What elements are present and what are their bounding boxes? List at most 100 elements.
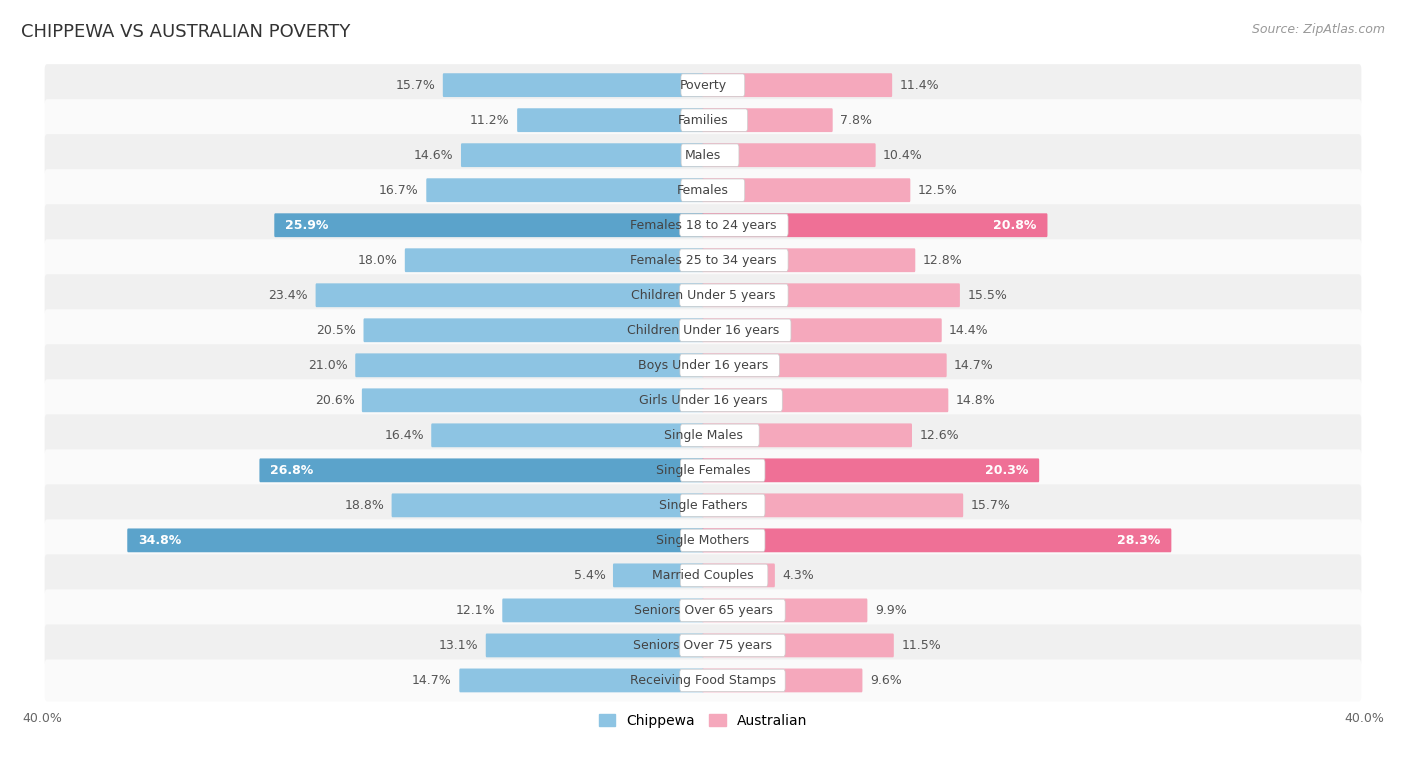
FancyBboxPatch shape bbox=[45, 134, 1361, 176]
FancyBboxPatch shape bbox=[681, 109, 748, 131]
FancyBboxPatch shape bbox=[45, 344, 1361, 387]
FancyBboxPatch shape bbox=[45, 659, 1361, 701]
Text: 13.1%: 13.1% bbox=[439, 639, 478, 652]
Text: Females 18 to 24 years: Females 18 to 24 years bbox=[630, 219, 776, 232]
Text: Married Couples: Married Couples bbox=[652, 569, 754, 582]
FancyBboxPatch shape bbox=[405, 249, 704, 272]
Text: 15.7%: 15.7% bbox=[970, 499, 1011, 512]
FancyBboxPatch shape bbox=[432, 424, 704, 447]
FancyBboxPatch shape bbox=[45, 309, 1361, 351]
FancyBboxPatch shape bbox=[315, 283, 704, 307]
FancyBboxPatch shape bbox=[702, 528, 1171, 553]
FancyBboxPatch shape bbox=[702, 599, 868, 622]
Text: 28.3%: 28.3% bbox=[1118, 534, 1160, 547]
Text: Boys Under 16 years: Boys Under 16 years bbox=[638, 359, 768, 371]
Text: Families: Families bbox=[678, 114, 728, 127]
FancyBboxPatch shape bbox=[681, 74, 745, 96]
FancyBboxPatch shape bbox=[681, 459, 765, 481]
FancyBboxPatch shape bbox=[681, 424, 759, 446]
FancyBboxPatch shape bbox=[502, 599, 704, 622]
Text: Children Under 16 years: Children Under 16 years bbox=[627, 324, 779, 337]
Text: Source: ZipAtlas.com: Source: ZipAtlas.com bbox=[1251, 23, 1385, 36]
FancyBboxPatch shape bbox=[517, 108, 704, 132]
Text: 26.8%: 26.8% bbox=[270, 464, 314, 477]
Text: 7.8%: 7.8% bbox=[841, 114, 872, 127]
Text: 18.0%: 18.0% bbox=[357, 254, 398, 267]
Text: Seniors Over 75 years: Seniors Over 75 years bbox=[634, 639, 772, 652]
Text: 14.4%: 14.4% bbox=[949, 324, 988, 337]
Text: 9.6%: 9.6% bbox=[870, 674, 901, 687]
FancyBboxPatch shape bbox=[45, 519, 1361, 562]
FancyBboxPatch shape bbox=[45, 415, 1361, 456]
FancyBboxPatch shape bbox=[702, 634, 894, 657]
Text: 14.7%: 14.7% bbox=[955, 359, 994, 371]
Text: Single Mothers: Single Mothers bbox=[657, 534, 749, 547]
FancyBboxPatch shape bbox=[45, 554, 1361, 597]
FancyBboxPatch shape bbox=[702, 143, 876, 167]
FancyBboxPatch shape bbox=[679, 284, 789, 306]
FancyBboxPatch shape bbox=[392, 493, 704, 517]
Text: 5.4%: 5.4% bbox=[574, 569, 606, 582]
Text: 15.7%: 15.7% bbox=[395, 79, 436, 92]
Text: 12.8%: 12.8% bbox=[922, 254, 963, 267]
Text: 25.9%: 25.9% bbox=[285, 219, 329, 232]
Text: Poverty: Poverty bbox=[679, 79, 727, 92]
FancyBboxPatch shape bbox=[460, 669, 704, 692]
Text: 4.3%: 4.3% bbox=[782, 569, 814, 582]
FancyBboxPatch shape bbox=[613, 563, 704, 587]
FancyBboxPatch shape bbox=[702, 108, 832, 132]
Text: 21.0%: 21.0% bbox=[308, 359, 347, 371]
Text: Single Fathers: Single Fathers bbox=[659, 499, 747, 512]
Text: Children Under 5 years: Children Under 5 years bbox=[631, 289, 775, 302]
FancyBboxPatch shape bbox=[702, 459, 1039, 482]
FancyBboxPatch shape bbox=[681, 529, 765, 552]
Text: 14.8%: 14.8% bbox=[956, 394, 995, 407]
FancyBboxPatch shape bbox=[702, 669, 862, 692]
FancyBboxPatch shape bbox=[274, 213, 704, 237]
FancyBboxPatch shape bbox=[45, 99, 1361, 141]
FancyBboxPatch shape bbox=[443, 74, 704, 97]
FancyBboxPatch shape bbox=[702, 563, 775, 587]
FancyBboxPatch shape bbox=[45, 169, 1361, 211]
FancyBboxPatch shape bbox=[45, 204, 1361, 246]
FancyBboxPatch shape bbox=[702, 353, 946, 377]
FancyBboxPatch shape bbox=[702, 74, 893, 97]
Text: Single Males: Single Males bbox=[664, 429, 742, 442]
Text: 23.4%: 23.4% bbox=[269, 289, 308, 302]
FancyBboxPatch shape bbox=[426, 178, 704, 202]
Text: 16.7%: 16.7% bbox=[380, 183, 419, 196]
Text: 11.5%: 11.5% bbox=[901, 639, 941, 652]
Text: Females: Females bbox=[678, 183, 728, 196]
Text: Single Females: Single Females bbox=[655, 464, 751, 477]
Text: 20.6%: 20.6% bbox=[315, 394, 354, 407]
FancyBboxPatch shape bbox=[702, 388, 948, 412]
FancyBboxPatch shape bbox=[45, 274, 1361, 316]
FancyBboxPatch shape bbox=[679, 669, 785, 691]
Text: 11.4%: 11.4% bbox=[900, 79, 939, 92]
Text: 15.5%: 15.5% bbox=[967, 289, 1007, 302]
FancyBboxPatch shape bbox=[45, 379, 1361, 421]
FancyBboxPatch shape bbox=[356, 353, 704, 377]
FancyBboxPatch shape bbox=[361, 388, 704, 412]
FancyBboxPatch shape bbox=[45, 590, 1361, 631]
FancyBboxPatch shape bbox=[128, 528, 704, 553]
Text: 14.7%: 14.7% bbox=[412, 674, 451, 687]
FancyBboxPatch shape bbox=[681, 389, 782, 412]
Text: 18.8%: 18.8% bbox=[344, 499, 384, 512]
Text: 12.6%: 12.6% bbox=[920, 429, 959, 442]
Text: Females 25 to 34 years: Females 25 to 34 years bbox=[630, 254, 776, 267]
FancyBboxPatch shape bbox=[679, 214, 789, 236]
FancyBboxPatch shape bbox=[679, 599, 785, 622]
FancyBboxPatch shape bbox=[702, 283, 960, 307]
FancyBboxPatch shape bbox=[679, 249, 789, 271]
Text: 20.3%: 20.3% bbox=[986, 464, 1028, 477]
FancyBboxPatch shape bbox=[702, 178, 910, 202]
Text: Receiving Food Stamps: Receiving Food Stamps bbox=[630, 674, 776, 687]
Text: 34.8%: 34.8% bbox=[138, 534, 181, 547]
Text: 12.5%: 12.5% bbox=[918, 183, 957, 196]
Text: 14.6%: 14.6% bbox=[413, 149, 454, 161]
FancyBboxPatch shape bbox=[702, 213, 1047, 237]
FancyBboxPatch shape bbox=[681, 564, 768, 587]
FancyBboxPatch shape bbox=[702, 493, 963, 517]
FancyBboxPatch shape bbox=[45, 449, 1361, 491]
